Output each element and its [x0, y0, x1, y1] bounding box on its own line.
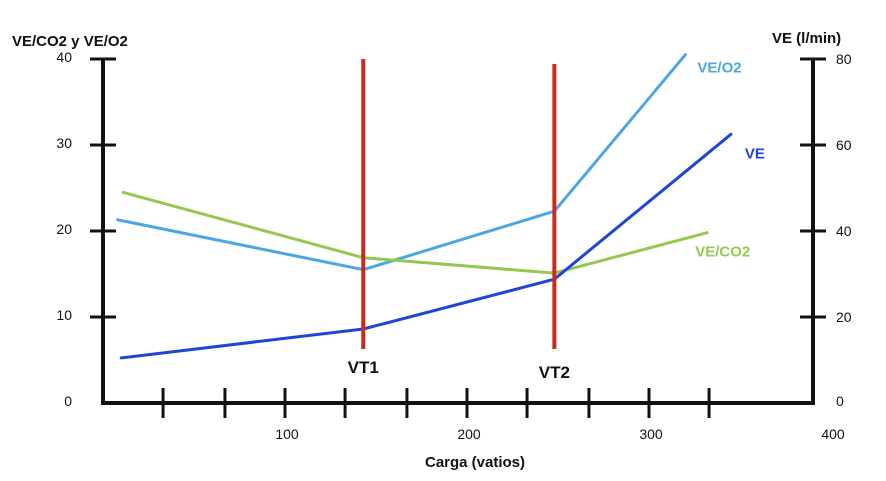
thresholds-group: [361, 59, 557, 349]
x-axis-title: Carga (vatios): [425, 454, 525, 471]
threshold-label-vt2: VT2: [539, 363, 570, 382]
left-y-tick-label: 40: [56, 49, 72, 65]
left-y-tick-label: 0: [64, 393, 72, 409]
x-tick-label: 300: [639, 426, 663, 442]
right-axis-title: VE (l/min): [772, 30, 841, 47]
x-tick-label: 200: [457, 426, 481, 442]
labels-group: VE/CO2 y VE/O2 VE (l/min) Carga (vatios)…: [12, 30, 841, 471]
left-y-tick-label: 30: [56, 135, 72, 151]
series-line-ve: [119, 132, 733, 360]
series-line-ve-o2: [116, 53, 687, 272]
left-axis-title: VE/CO2 y VE/O2: [12, 33, 128, 50]
threshold-label-vt1: VT1: [348, 358, 379, 377]
series-label-ve-o2: VE/O2: [697, 60, 741, 77]
right-y-tick-label: 0: [836, 393, 844, 409]
series-line-ve-co2: [121, 190, 709, 275]
series-label-ve: VE: [745, 145, 765, 162]
axes-group: [101, 59, 815, 405]
x-tick-label: 100: [275, 426, 299, 442]
x-tick-label: 400: [821, 426, 845, 442]
series-label-ve-co2: VE/CO2: [695, 244, 750, 261]
right-y-tick-label: 60: [836, 137, 852, 153]
right-y-tick-label: 80: [836, 51, 852, 67]
right-y-tick-label: 40: [836, 223, 852, 239]
series-group: [116, 53, 733, 360]
right-y-tick-label: 20: [836, 309, 852, 325]
left-y-tick-label: 20: [56, 221, 72, 237]
left-y-tick-label: 10: [56, 307, 72, 323]
